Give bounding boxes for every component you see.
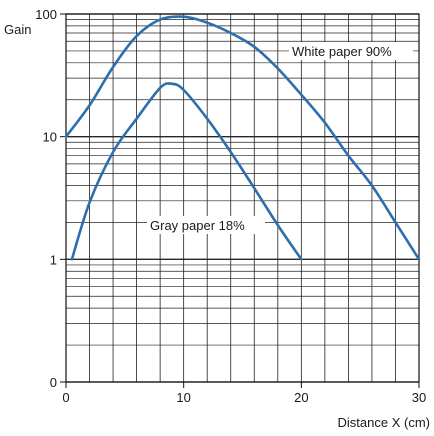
series-lines (64, 15, 421, 261)
y-tick-label: 100 (35, 7, 57, 22)
y-tick-label: 0 (50, 375, 57, 390)
plot-frame (65, 13, 420, 383)
series-label: Gray paper 18% (150, 218, 245, 233)
series-label-background (289, 42, 413, 60)
series-labels: White paper 90% Gray paper 18% (147, 42, 413, 234)
x-tick-label: 0 (62, 390, 69, 405)
y-tick-label: 1 (50, 252, 57, 267)
axes (60, 13, 420, 388)
x-tick-label: 20 (294, 390, 308, 405)
x-tick-label: 30 (412, 390, 426, 405)
y-axis-label: Gain (4, 22, 31, 37)
grid-lines (65, 13, 420, 383)
x-tick-label: 10 (176, 390, 190, 405)
y-tick-label: 10 (43, 130, 57, 145)
x-axis-label: Distance X (cm) (338, 415, 430, 430)
series-line (70, 82, 303, 261)
series-line (64, 15, 421, 261)
series-label: White paper 90% (292, 44, 392, 59)
series-label-background (147, 216, 265, 234)
